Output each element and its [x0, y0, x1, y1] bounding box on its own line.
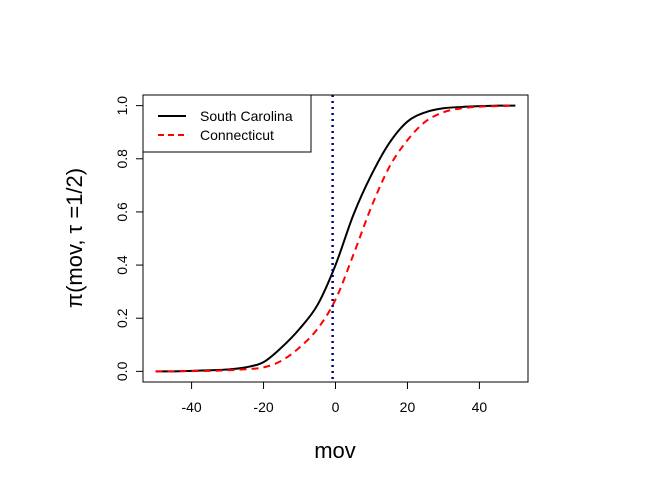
x-tick-label: 0: [332, 399, 340, 415]
plot-area: [155, 95, 516, 382]
x-tick-label: -40: [181, 399, 201, 415]
y-tick-label: 1.0: [114, 96, 130, 116]
y-tick-label: 0.8: [114, 149, 130, 169]
series-line-connecticut: [155, 104, 516, 373]
legend: South Carolina Connecticut: [142, 94, 312, 153]
legend-label-connecticut: Connecticut: [200, 127, 274, 143]
x-axis-title: mov: [314, 438, 356, 463]
x-tick-label: 40: [472, 399, 488, 415]
x-tick-label: 20: [400, 399, 416, 415]
series-line-south-carolina: [155, 104, 516, 373]
legend-label-south-carolina: South Carolina: [200, 108, 293, 124]
y-axis: 0.0 0.2 0.4 0.6 0.8 1.0: [114, 96, 144, 381]
y-tick-label: 0.2: [114, 308, 130, 328]
x-tick-label: -20: [253, 399, 273, 415]
legend-box: [142, 94, 312, 153]
y-tick-label: 0.6: [114, 202, 130, 222]
x-axis: -40 -20 0 20 40: [181, 381, 488, 415]
y-axis-title: π(mov, τ =1/2): [62, 168, 87, 308]
y-tick-label: 0.4: [114, 255, 130, 275]
y-tick-label: 0.0: [114, 361, 130, 381]
